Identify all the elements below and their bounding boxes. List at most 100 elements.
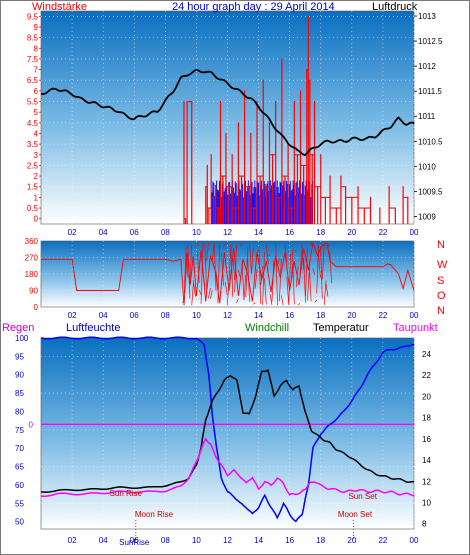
wind-direction-jitter [193,283,196,297]
wind-direction-jitter [279,259,282,302]
wind-direction-jitter [223,243,226,248]
middle-x-tick-label: 12 [223,311,232,320]
wind-direction-jitter [288,254,291,305]
temperature-tick-label: 18 [422,414,431,423]
wind-direction-jitter [210,290,213,299]
wind-speed-point [329,175,331,177]
wind-direction-line [41,241,415,306]
wind-direction-jitter [189,244,193,280]
wind-speed-point [299,90,302,92]
wind-tick-label: 6 [34,87,39,96]
top-x-tick-label: 02 [68,228,77,237]
direction-tick-label: 0 [34,303,39,312]
wind-direction-jitter [284,244,288,262]
compass-direction-label: O [437,290,446,302]
wind-speed-point [369,196,372,198]
humidity-tick-label: 90 [15,371,24,380]
wind-direction-jitter [292,249,295,305]
middle-x-tick-label: 04 [99,311,108,320]
wind-speed-point [237,122,239,124]
wind-direction-jitter [258,248,262,304]
humidity-tick-label: 85 [15,389,24,398]
sunrise-annotation: Sun Rise [110,489,143,498]
wind-tick-label: 4.5 [27,119,39,128]
wind-speed-point [183,100,185,103]
compass-direction-label: S [437,275,444,287]
humidity-tick-label: 80 [15,407,24,416]
temperature-tick-label: 20 [422,392,431,401]
pressure-tick-label: 1009.5 [418,187,443,196]
wind-direction-jitter [219,290,222,294]
humidity-temperature-plot-area [40,337,415,530]
wind-speed-point [225,132,227,135]
wind-tick-label: 0 [34,215,39,224]
wind-speed-point [210,154,212,156]
wind-tick-label: 0.5 [27,204,39,213]
bottom-x-tick-label: 06 [130,536,139,545]
wind-speed-point [215,186,217,188]
wind-direction-jitter [268,254,271,257]
wind-direction-jitter [238,269,241,278]
wind-speed-point [243,90,246,92]
top-x-tick-label: 06 [130,228,139,237]
wind-direction-jitter [277,258,280,266]
wind-speed-point [219,100,222,103]
wind-direction-jitter [297,303,301,305]
humidity-tick-label: 100 [15,334,29,343]
bottom-x-tick-label: 18 [316,536,325,545]
temperature-legend: Temperatur [313,322,369,334]
wind-direction-jitter [200,243,204,304]
wind-direction-jitter [290,264,293,287]
sunset-annotation: Sun Set [348,492,377,501]
wind-direction-jitter [264,278,267,305]
wind-speed-point [402,186,404,188]
top-x-tick-label: 16 [285,228,294,237]
wind-direction-jitter [321,244,325,280]
wind-direction-jitter [275,242,278,306]
wind-direction-jitter [260,266,263,285]
wind-direction-jitter [249,243,252,272]
wind-direction-jitter [318,254,321,278]
top-x-tick-label: 22 [378,228,387,237]
bottom-x-tick-label: 10 [192,536,201,545]
wind-direction-jitter [215,271,219,288]
humidity-tick-label: 75 [15,426,24,435]
pressure-tick-label: 1010.5 [418,137,443,146]
wind-direction-jitter [236,298,239,304]
wind-direction-jitter [191,280,194,306]
middle-x-tick-label: 22 [378,311,387,320]
humidity-tick-label: 60 [15,481,24,490]
wind-direction-jitter [185,254,189,278]
wind-direction-jitter [327,243,331,248]
wind-direction-jitter [280,295,284,306]
pressure-tick-label: 1011.5 [418,87,442,96]
wind-direction-jitter [241,263,245,301]
humidity-tick-label: 55 [15,499,24,508]
wind-tick-label: 1 [34,193,39,202]
dewpoint-legend: Taupunkt [393,322,438,334]
wind-direction-jitter [239,242,243,247]
wind-tick-label: 2.5 [27,161,39,170]
bottom-x-tick-label: 04 [99,536,108,545]
wind-direction-jitter [253,302,256,305]
middle-x-tick-label: 18 [316,311,325,320]
wind-speed-point [307,15,309,17]
compass-direction-label: N [437,305,445,317]
temperature-tick-label: 22 [422,371,431,380]
wind-direction-jitter [320,245,323,299]
wind-direction-jitter [224,282,228,295]
bottom-x-tick-label: 08 [161,536,170,545]
dewpoint-line [40,437,415,497]
wind-direction-jitter [314,299,317,303]
wind-direction-jitter [323,280,327,306]
wind-tick-label: 6.5 [27,76,39,85]
wind-tick-label: 5 [34,108,39,117]
wind-tick-label: 7.5 [27,55,39,64]
wind-direction-jitter [312,268,316,276]
direction-tick-label: 90 [29,287,38,296]
pressure-tick-label: 1012.5 [418,37,443,46]
wind-speed-point [268,122,271,124]
bottom-x-tick-label: 00 [410,536,419,545]
wind-direction-jitter [282,255,286,258]
